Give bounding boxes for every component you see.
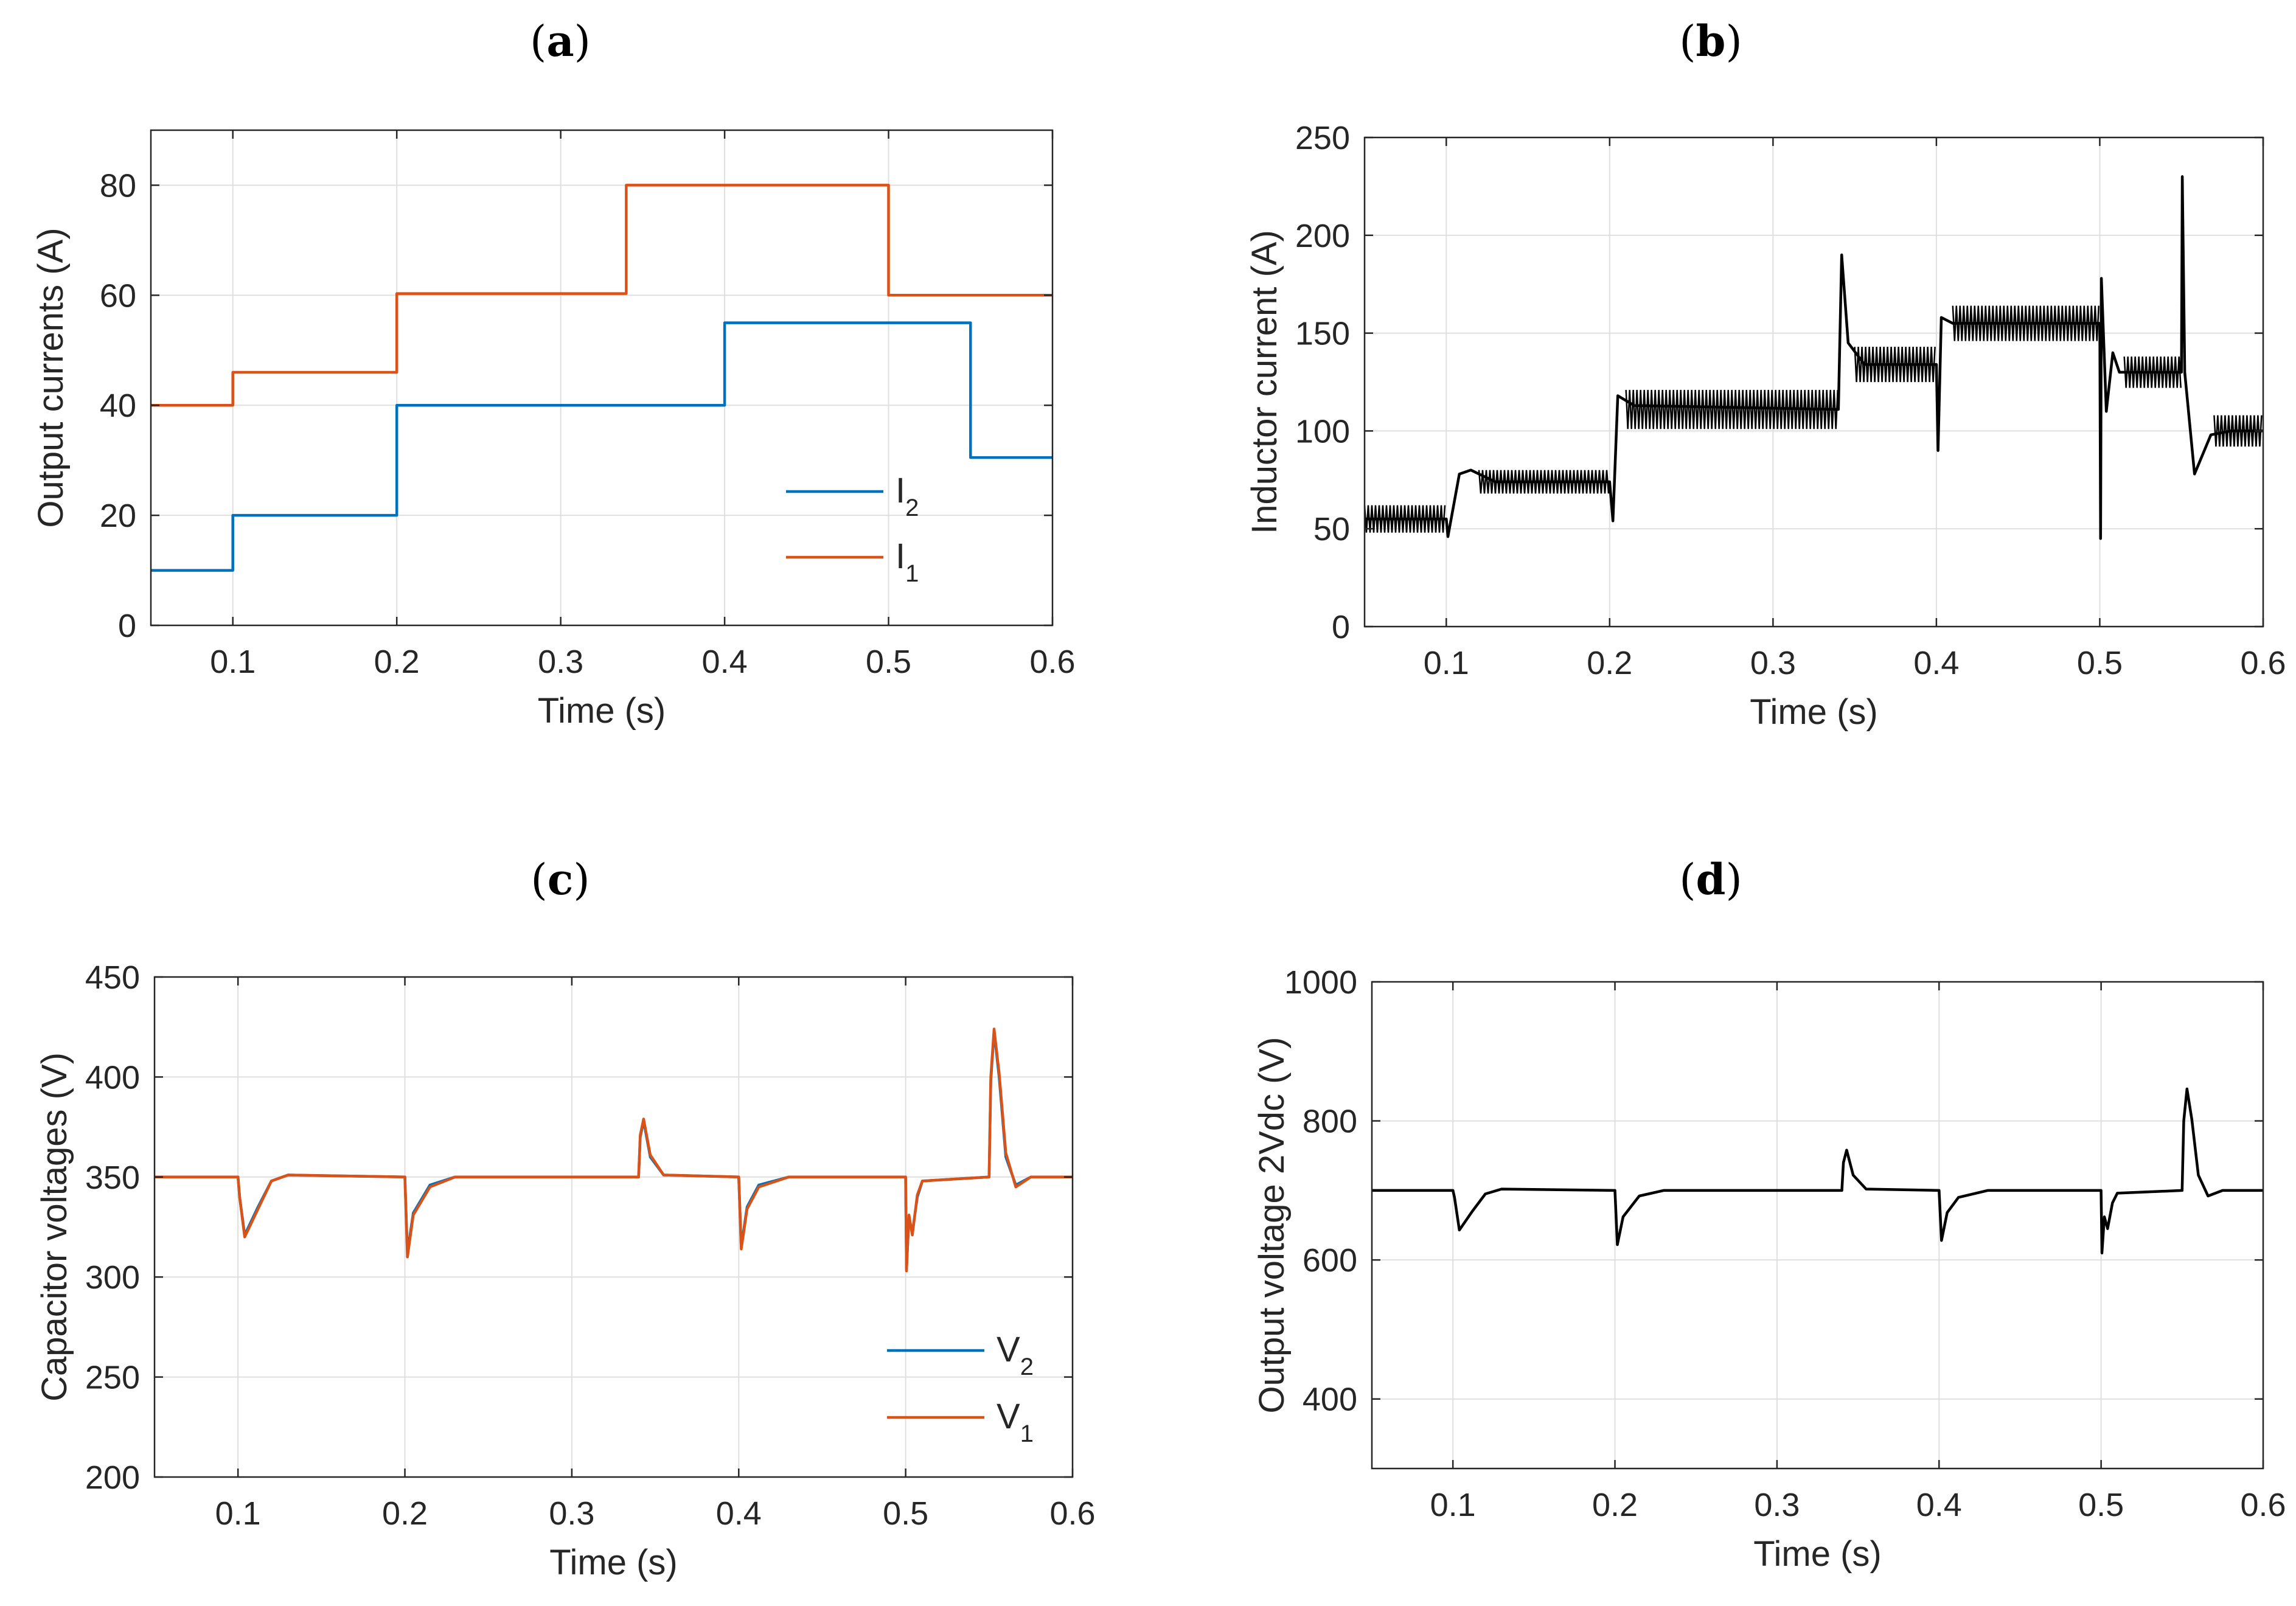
x-tick-label: 0.6 — [2240, 645, 2286, 681]
y-axis-label: Inductor current (A) — [1245, 230, 1284, 534]
x-tick-label: 0.3 — [1754, 1487, 1800, 1523]
y-axis-label: Output currents (A) — [31, 228, 71, 527]
x-tick-label: 0.4 — [1916, 1487, 1962, 1523]
y-axis-label: Capacitor voltages (V) — [35, 1052, 74, 1402]
y-tick-label: 400 — [85, 1059, 140, 1096]
chart-panel-d: (d) 0.1 0.2 0.3 0.4 0.5 0.6 400 600 800 1000 Time (… — [1252, 854, 2286, 1574]
plot-area — [1372, 982, 2263, 1469]
y-tick-label: 200 — [85, 1459, 140, 1496]
y-tick-label: 50 — [1313, 511, 1350, 548]
plot-area — [151, 130, 1052, 625]
y-tick-label: 200 — [1295, 218, 1350, 254]
x-tick-label: 0.6 — [1029, 644, 1075, 680]
x-tick-label: 0.5 — [2077, 645, 2123, 681]
series-line-main — [1365, 175, 2263, 540]
axes-box — [1363, 136, 2264, 628]
series-line-i1 — [151, 184, 1052, 407]
x-tick-label: 0.5 — [2078, 1487, 2124, 1523]
ripple-band — [1854, 347, 1936, 383]
panel-label-d: (d) — [1679, 854, 1742, 905]
x-axis-label: Time (s) — [1753, 1534, 1881, 1574]
series-group — [1372, 1087, 2263, 1254]
x-tick-label: 0.3 — [538, 644, 583, 680]
y-tick-label: 800 — [1303, 1104, 1357, 1140]
legend-entry: V1 — [997, 1397, 1034, 1447]
y-tick-label: 250 — [85, 1360, 140, 1396]
x-tick-label: 0.2 — [374, 644, 420, 680]
x-tick-label: 0.2 — [1587, 645, 1632, 681]
x-tick-label: 0.1 — [210, 644, 256, 680]
y-tick-label: 80 — [100, 167, 136, 204]
series-line-v1 — [155, 1027, 1073, 1273]
y-tick-label: 20 — [100, 498, 136, 534]
chart-panel-c: (c) 0.1 0.2 0.3 0.4 0.5 0.6 200 250 300 350 400 450 T… — [35, 854, 1096, 1582]
axes-box — [153, 976, 1074, 1478]
x-tick-label: 0.4 — [716, 1495, 762, 1532]
x-tick-label: 0.4 — [702, 644, 748, 680]
ripple-band — [2213, 415, 2263, 447]
y-tick-label: 600 — [1303, 1242, 1357, 1279]
x-tick-label: 0.6 — [2240, 1487, 2286, 1523]
panel-label-c: (c) — [531, 854, 590, 905]
y-tick-label: 0 — [118, 608, 136, 644]
chart-panel-b: (b) 0.1 0.2 0.3 0.4 0.5 0.6 0 50 100 150 200 250 Time… — [1245, 16, 2286, 732]
x-axis-label: Time (s) — [538, 691, 666, 731]
series-line-main — [1372, 1087, 2263, 1254]
y-tick-label: 250 — [1295, 120, 1350, 156]
y-tick-label: 100 — [1295, 413, 1350, 450]
x-tick-label: 0.6 — [1049, 1495, 1095, 1532]
series-group — [151, 184, 1052, 572]
legend-entry: I1 — [896, 537, 919, 587]
ripple-band — [1365, 505, 1446, 533]
series-group — [155, 1027, 1073, 1273]
x-tick-label: 0.2 — [382, 1495, 428, 1532]
y-tick-label: 300 — [85, 1259, 140, 1296]
panel-label-a: (a) — [530, 16, 591, 66]
y-tick-label: 0 — [1332, 609, 1350, 645]
y-tick-label: 40 — [100, 388, 136, 424]
axes-box — [150, 129, 1054, 627]
ripple-band — [1625, 389, 1839, 429]
panel-label-b: (b) — [1679, 16, 1742, 66]
plot-area — [1365, 137, 2263, 627]
y-tick-label: 150 — [1295, 316, 1350, 352]
x-tick-label: 0.1 — [215, 1495, 261, 1532]
y-tick-label: 1000 — [1284, 964, 1357, 1001]
y-tick-label: 60 — [100, 277, 136, 314]
plot-area — [155, 977, 1073, 1477]
x-tick-label: 0.1 — [1424, 645, 1469, 681]
legend-entry: I2 — [896, 471, 919, 521]
y-tick-label: 350 — [85, 1159, 140, 1196]
legend-entry: V2 — [997, 1330, 1034, 1380]
x-axis-label: Time (s) — [549, 1543, 677, 1582]
ripple-band — [1952, 305, 2100, 341]
x-tick-label: 0.4 — [1913, 645, 1959, 681]
axes-box — [1371, 981, 2264, 1470]
x-tick-label: 0.5 — [883, 1495, 928, 1532]
x-tick-label: 0.3 — [549, 1495, 594, 1532]
x-axis-label: Time (s) — [1750, 692, 1877, 732]
x-tick-label: 0.2 — [1592, 1487, 1638, 1523]
y-axis-label: Output voltage 2Vdc (V) — [1252, 1037, 1292, 1414]
x-tick-label: 0.5 — [866, 644, 911, 680]
x-tick-label: 0.1 — [1430, 1487, 1476, 1523]
chart-panel-a: (a) 0.1 0.2 0.3 0.4 0.5 0.6 0 20 40 60 80 Time (s) Ou… — [31, 16, 1076, 731]
series-group — [1365, 175, 2263, 540]
y-tick-label: 450 — [85, 959, 140, 996]
y-tick-label: 400 — [1303, 1382, 1357, 1418]
series-line-i2 — [151, 321, 1052, 572]
x-tick-label: 0.3 — [1750, 645, 1796, 681]
